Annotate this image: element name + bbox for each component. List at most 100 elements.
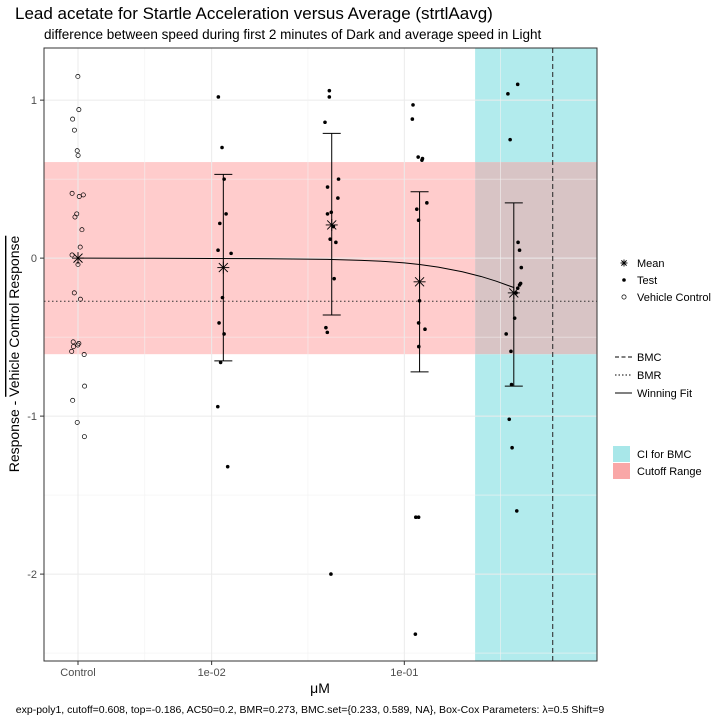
plot-area: [43, 47, 598, 662]
vehicle-control-point: [77, 244, 83, 250]
mean-marker-stroke: [218, 262, 229, 273]
vehicle-control-point: [71, 290, 77, 296]
mean-marker: [72, 252, 84, 265]
test-point: [506, 92, 510, 96]
test-point: [325, 185, 330, 189]
vehicle-control-point: [71, 127, 77, 133]
mean-marker: [325, 218, 338, 231]
test-point: [420, 158, 424, 162]
chart-caption: exp-poly1, cutoff=0.608, top=-0.186, AC5…: [16, 704, 605, 716]
x-ticks: Control 1e-02 1e-01: [60, 661, 418, 679]
test-point: [423, 327, 427, 332]
vehicle-control-point: [69, 348, 75, 354]
mean-marker-stroke: [73, 253, 83, 263]
x-axis-label: μM: [310, 680, 330, 696]
means: [72, 218, 520, 299]
vehicle-control-point: [77, 296, 83, 302]
test-point: [220, 295, 225, 300]
ci-bmc-band-lower: [475, 354, 597, 661]
test-point: [329, 210, 334, 215]
test-point: [515, 82, 520, 87]
test-point: [327, 88, 332, 93]
y-tick-label: -2: [27, 569, 37, 581]
legend-label: Test: [637, 275, 657, 287]
test-point: [509, 382, 514, 387]
test-point: [519, 265, 524, 270]
vehicle-control-point: [69, 252, 75, 258]
test-point: [217, 321, 221, 325]
test-point: [328, 237, 332, 241]
y-axis-label-part2: Vehicle Control Response: [6, 236, 22, 397]
reference-lines: [44, 48, 597, 661]
vehicle-control-point: [82, 383, 88, 389]
legend-vehicle-key: [621, 294, 627, 300]
test-point: [216, 95, 221, 99]
test-point: [327, 95, 332, 99]
panel-border: [43, 47, 598, 662]
test-point: [517, 248, 522, 253]
legend-mean-key: [620, 259, 628, 267]
test-point: [514, 509, 519, 513]
vehicle-control-point: [81, 352, 87, 357]
ci-bmc-band-upper: [475, 48, 597, 163]
vehicle-control-point: [75, 152, 81, 158]
test-point: [508, 137, 512, 142]
mean-marker: [507, 286, 520, 299]
vehicle-control-point: [74, 148, 80, 154]
legend-label: Cutoff Range: [637, 466, 702, 478]
test-point: [229, 251, 233, 256]
test-point: [504, 332, 508, 336]
vehicle-control-point: [70, 339, 76, 345]
vehicle-control-point: [76, 107, 82, 113]
x-tick-label: Control: [60, 667, 95, 679]
vehicle-control-point: [79, 227, 85, 233]
test-point: [218, 360, 223, 365]
x-tick-label: 1e-02: [198, 667, 226, 679]
test-point: [323, 120, 327, 125]
test-point: [222, 177, 226, 181]
legend-test-key: [622, 278, 626, 282]
test-point: [336, 177, 341, 181]
test-point: [515, 286, 520, 290]
test-point: [507, 417, 512, 422]
mean-marker-stroke: [414, 277, 425, 287]
axes: Control 1e-02 1e-01 -2 -1 0 1: [27, 95, 418, 679]
test-point: [425, 201, 429, 205]
legend-mean-stroke: [621, 260, 627, 266]
test-point: [410, 117, 415, 121]
chart-title: Lead acetate for Startle Acceleration ve…: [15, 4, 493, 23]
vehicle-control-point: [69, 190, 75, 196]
test-point: [512, 316, 517, 320]
y-axis-label: Response - Vehicle Control Response: [6, 236, 22, 473]
test-point: [324, 325, 328, 330]
test-point: [509, 349, 513, 354]
points: [69, 73, 524, 636]
legend-fill-key: [613, 446, 630, 462]
fit-curve: [78, 257, 514, 288]
winning-fit: [78, 257, 514, 288]
test-point: [416, 515, 421, 520]
test-point: [332, 276, 336, 281]
y-axis-label-part1: Response -: [6, 397, 22, 472]
test-point: [416, 321, 421, 325]
legend-label: CI for BMC: [637, 449, 691, 461]
vehicle-control-point: [71, 344, 76, 350]
legend-label: BMR: [637, 370, 662, 382]
legend-label: BMC: [637, 352, 662, 364]
vehicle-control-point: [72, 214, 78, 220]
test-point: [510, 445, 514, 450]
mean-marker: [217, 261, 230, 274]
x-tick-label: 1e-01: [390, 667, 418, 679]
vehicle-control-point: [75, 73, 81, 79]
test-point: [416, 155, 420, 159]
vehicle-control-point: [76, 194, 82, 199]
test-point: [225, 464, 230, 469]
legend-label: Winning Fit: [637, 388, 692, 400]
legend-label: Mean: [637, 258, 665, 270]
test-point: [329, 572, 333, 576]
test-point: [224, 212, 228, 216]
y-ticks: -2 -1 0 1: [27, 95, 44, 581]
test-point: [411, 103, 415, 107]
test-point: [325, 330, 330, 335]
